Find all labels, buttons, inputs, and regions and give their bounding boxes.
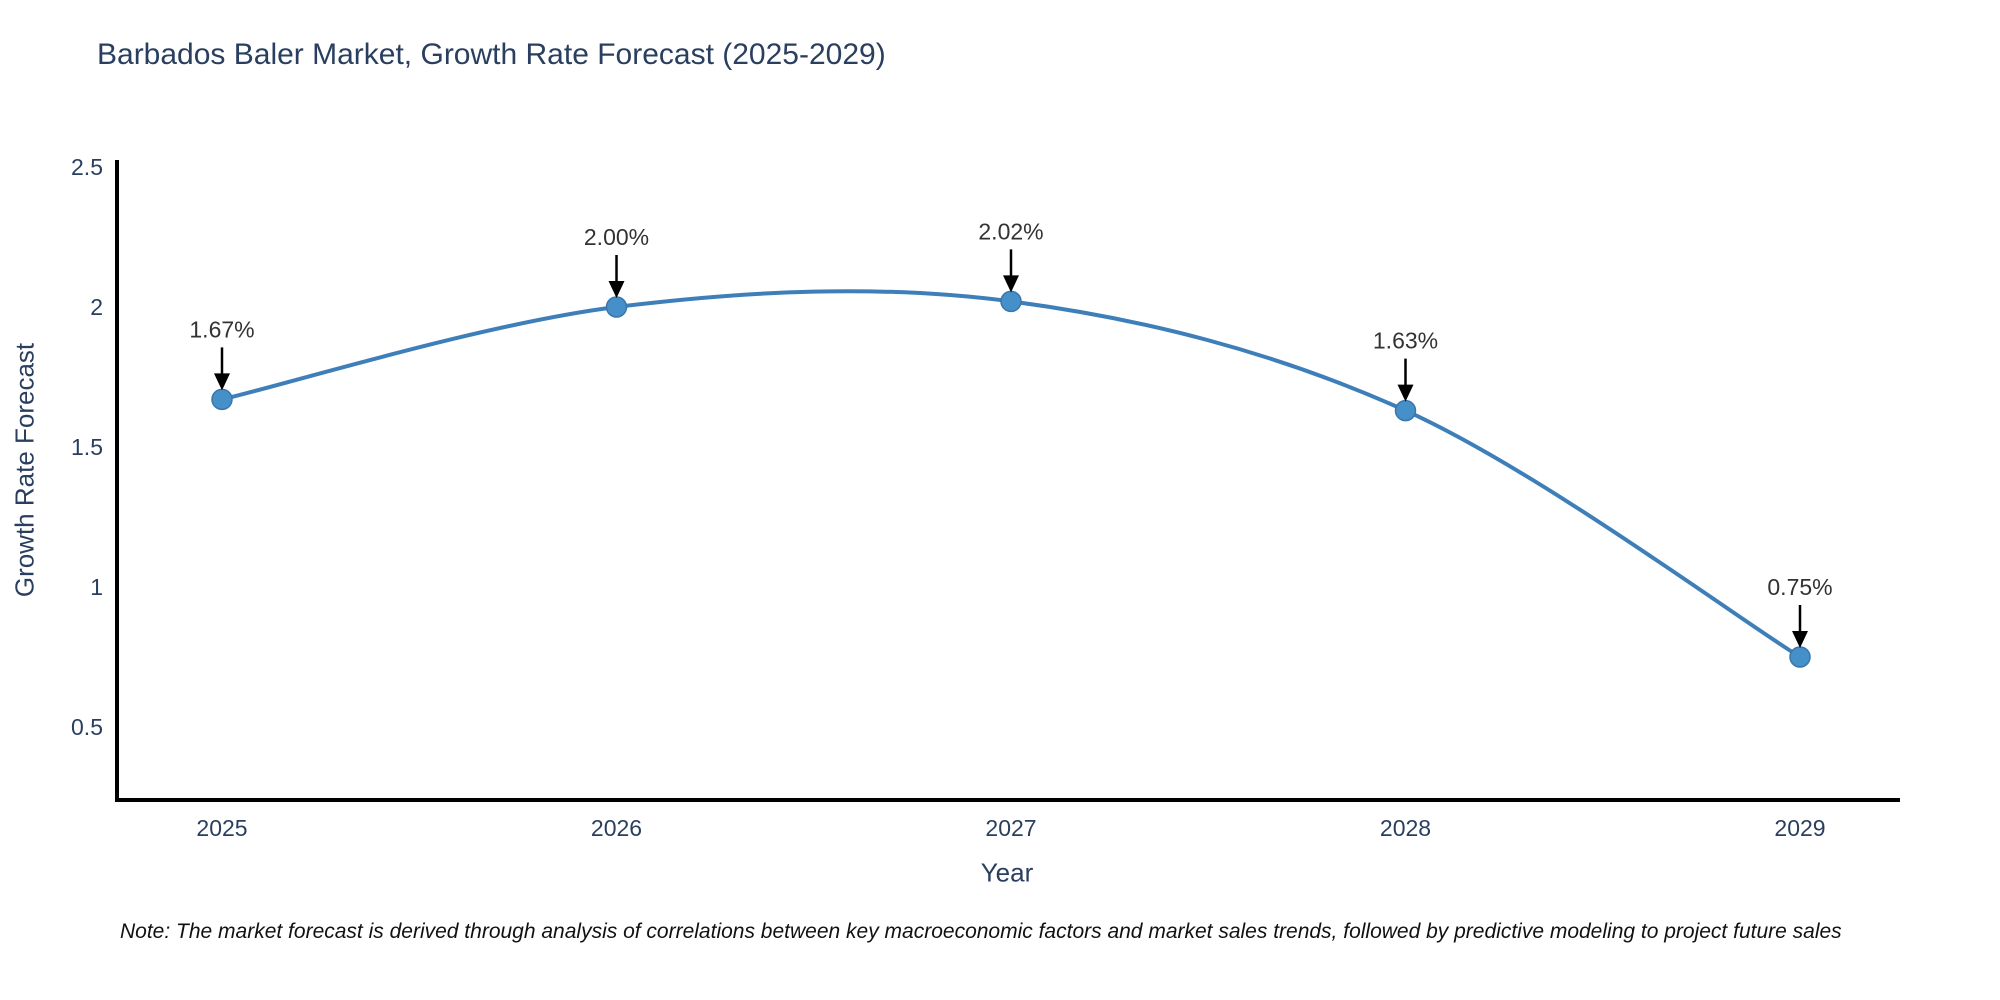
- x-tick-label: 2028: [1380, 815, 1431, 841]
- x-tick-label: 2029: [1774, 815, 1825, 841]
- annotation-arrowhead: [214, 373, 230, 391]
- data-point-marker: [605, 296, 628, 318]
- data-point-marker: [1394, 399, 1417, 422]
- data-point-label: 1.63%: [1373, 328, 1438, 354]
- footnote: Note: The market forecast is derived thr…: [120, 920, 1842, 943]
- data-point-label: 2.02%: [978, 218, 1043, 244]
- y-axis-title: Growth Rate Forecast: [9, 342, 40, 598]
- annotation-arrowhead: [608, 281, 625, 298]
- data-point-marker: [1789, 646, 1811, 668]
- y-tick-label: 1: [90, 574, 103, 600]
- data-point-marker: [1000, 290, 1022, 313]
- data-point-marker: [211, 388, 233, 411]
- y-tick-label: 0.5: [71, 714, 103, 740]
- annotation-arrowhead: [1792, 631, 1808, 648]
- forecast-line: [221, 289, 1802, 659]
- data-point-label: 0.75%: [1767, 574, 1832, 600]
- annotation-arrowhead: [1397, 384, 1414, 402]
- x-tick-label: 2027: [985, 815, 1036, 841]
- y-tick-label: 1.5: [71, 434, 103, 460]
- x-tick-label: 2025: [196, 815, 247, 841]
- chart-title: Barbados Baler Market, Growth Rate Forec…: [97, 38, 886, 71]
- y-tick-label: 2.5: [71, 154, 103, 180]
- y-tick-label: 2: [90, 294, 103, 320]
- data-point-label: 2.00%: [584, 224, 649, 250]
- data-point-label: 1.67%: [189, 316, 254, 342]
- x-tick-label: 2026: [591, 815, 642, 841]
- x-axis-title: Year: [980, 857, 1034, 888]
- annotation-arrowhead: [1003, 275, 1019, 293]
